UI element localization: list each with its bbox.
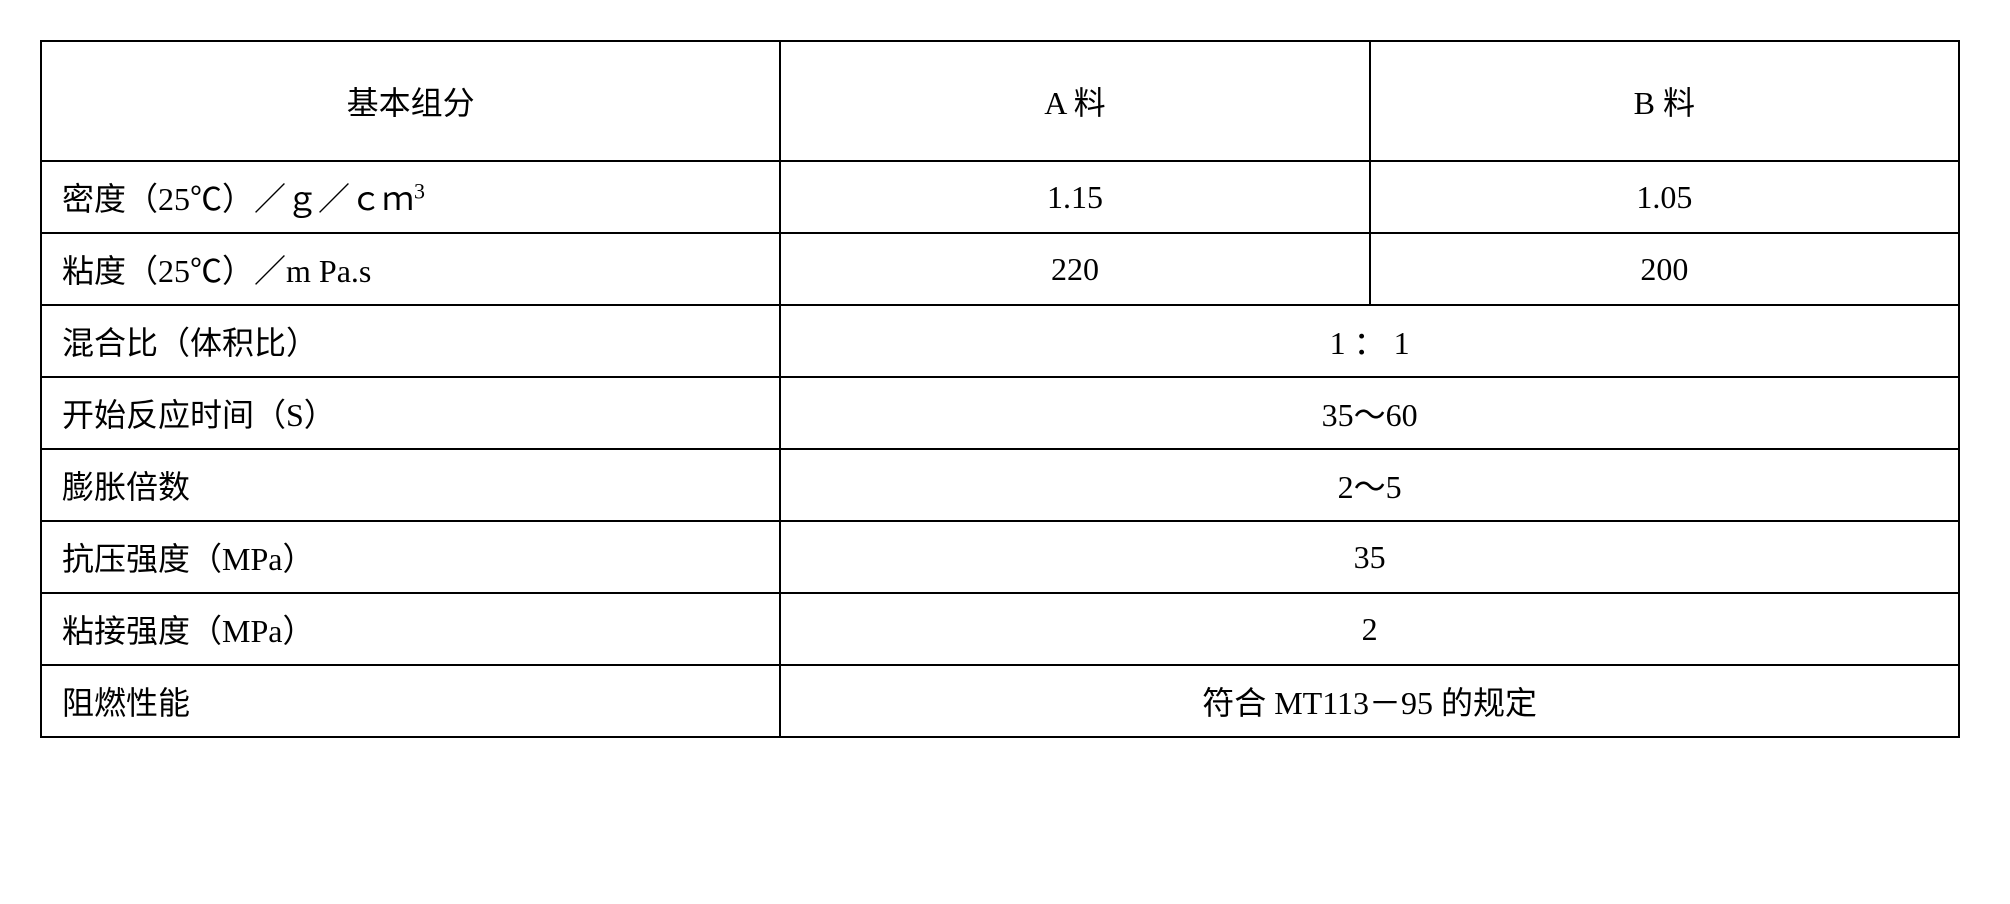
table-row: 抗压强度（MPa） 35 <box>41 521 1959 593</box>
row-label-expansion: 膨胀倍数 <box>41 449 780 521</box>
row-label-flameretardant: 阻燃性能 <box>41 665 780 737</box>
header-label-cell: 基本组分 <box>41 41 780 161</box>
table-header-row: 基本组分 A 料 B 料 <box>41 41 1959 161</box>
cell-value: 1.05 <box>1370 161 1959 233</box>
row-label-reactiontime: 开始反应时间（S） <box>41 377 780 449</box>
table-row: 开始反应时间（S） 35～60 <box>41 377 1959 449</box>
cell-merged-value: 35～60 <box>780 377 1959 449</box>
cell-merged-value: 符合 MT113－95 的规定 <box>780 665 1959 737</box>
row-label-mixratio: 混合比（体积比） <box>41 305 780 377</box>
cell-value: 200 <box>1370 233 1959 305</box>
table-row: 阻燃性能 符合 MT113－95 的规定 <box>41 665 1959 737</box>
table-row: 粘度（25℃）／m Pa.s 220 200 <box>41 233 1959 305</box>
cell-value: 1.15 <box>780 161 1369 233</box>
cell-value: 220 <box>780 233 1369 305</box>
row-label-density: 密度（25℃）／ｇ／ｃｍ3 <box>41 161 780 233</box>
table-row: 膨胀倍数 2～5 <box>41 449 1959 521</box>
table-row: 粘接强度（MPa） 2 <box>41 593 1959 665</box>
header-col-b: B 料 <box>1370 41 1959 161</box>
header-col-a: A 料 <box>780 41 1369 161</box>
row-label-compressive: 抗压强度（MPa） <box>41 521 780 593</box>
cell-merged-value: 2～5 <box>780 449 1959 521</box>
cell-merged-value: 1 ： 1 <box>780 305 1959 377</box>
table-row: 密度（25℃）／ｇ／ｃｍ3 1.15 1.05 <box>41 161 1959 233</box>
cell-merged-value: 2 <box>780 593 1959 665</box>
row-label-viscosity: 粘度（25℃）／m Pa.s <box>41 233 780 305</box>
table-row: 混合比（体积比） 1 ： 1 <box>41 305 1959 377</box>
row-label-adhesive: 粘接强度（MPa） <box>41 593 780 665</box>
properties-table: 基本组分 A 料 B 料 密度（25℃）／ｇ／ｃｍ3 1.15 1.05 粘度（… <box>40 40 1960 738</box>
cell-merged-value: 35 <box>780 521 1959 593</box>
